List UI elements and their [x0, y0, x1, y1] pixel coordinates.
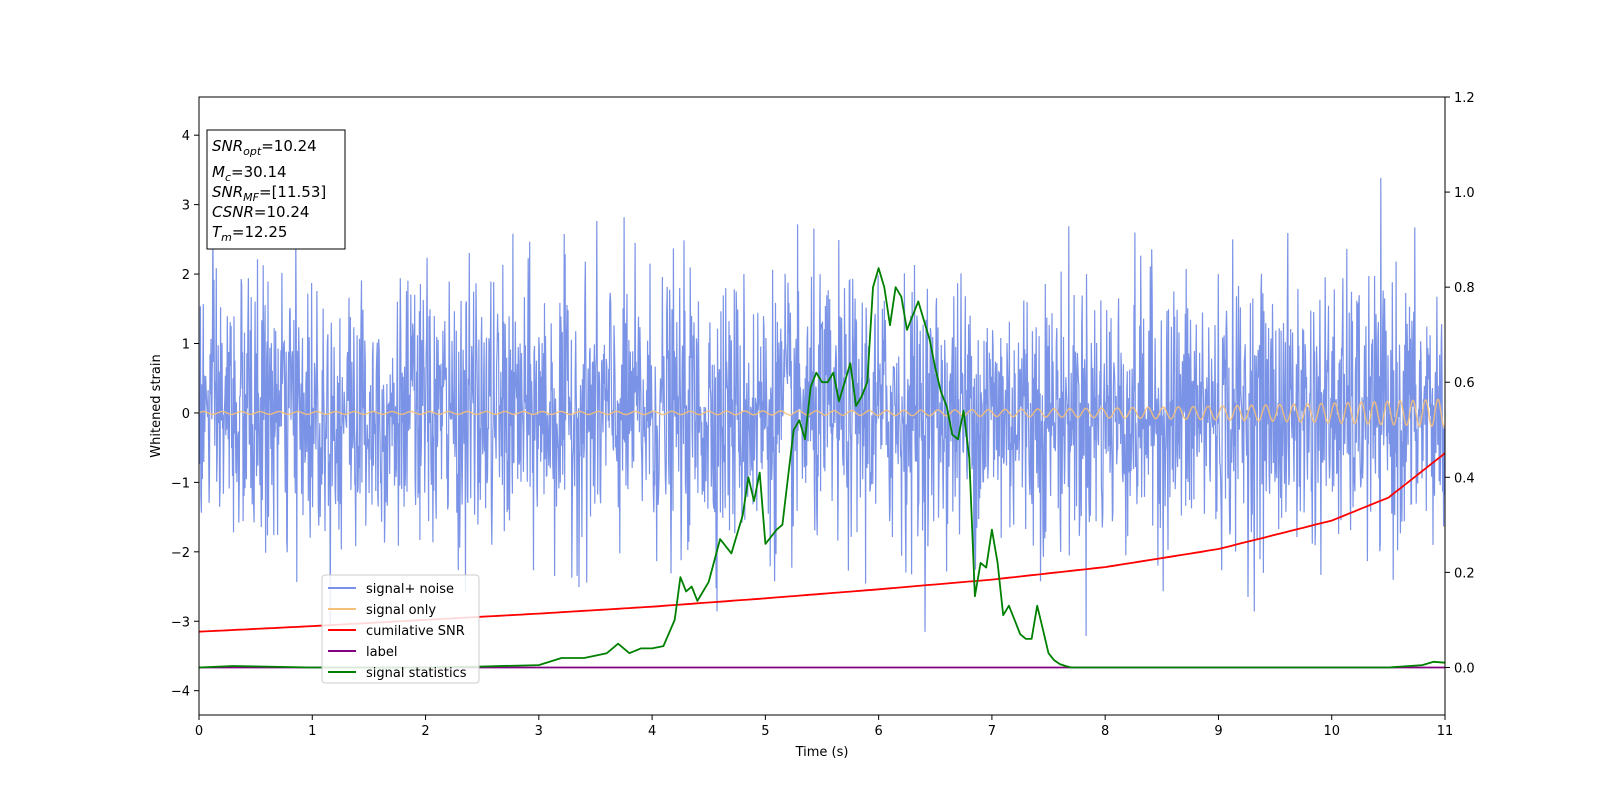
annotation-frame — [206, 129, 346, 250]
y-axis-label: Whitened strain — [149, 354, 164, 457]
y-left-tick-label: −2 — [171, 546, 190, 561]
annotation-value: =30.14 — [231, 163, 287, 181]
y-left-tick-label: −3 — [171, 615, 190, 630]
annotation-value: =10.24 — [254, 203, 310, 221]
x-tick-label: 11 — [1437, 724, 1454, 739]
x-tick-label: 4 — [648, 724, 656, 739]
annotation-line: SNRopt=10.24 — [212, 137, 317, 158]
y-left-tick-label: 2 — [182, 268, 190, 283]
annotation-symbol: CSNR — [212, 203, 254, 221]
series-signal-statistics — [199, 267, 1445, 669]
y-axis-left: −4 −3 −2 −1 0 1 2 3 4 — [171, 129, 199, 700]
legend-frame — [321, 574, 480, 684]
x-tick-label: 3 — [535, 724, 543, 739]
y-right-tick-label: 0.8 — [1454, 281, 1475, 296]
annotation-line: CSNR=10.24 — [212, 203, 309, 221]
y-right-tick-label: 0.2 — [1454, 566, 1475, 581]
series-signal-noise — [199, 177, 1445, 637]
x-tick-label: 7 — [988, 724, 996, 739]
annotation-box: SNRopt=10.24Mc=30.14SNRMF=[11.53]CSNR=10… — [206, 129, 346, 250]
annotation-subscript: c — [225, 171, 231, 184]
y-left-tick-label: −4 — [171, 685, 190, 700]
x-axis: 0 1 2 3 4 5 6 7 8 9 10 11 — [195, 715, 1453, 739]
annotation-symbol: SNR — [212, 137, 243, 155]
y-axis-right: 0.0 0.2 0.4 0.6 0.8 1.0 1.2 — [1445, 91, 1475, 676]
y-left-tick-label: 0 — [182, 407, 190, 422]
legend-label: cumilative SNR — [366, 624, 465, 639]
legend-label: label — [366, 645, 397, 660]
annotation-subscript: m — [221, 231, 232, 244]
y-left-tick-label: 1 — [182, 338, 190, 353]
annotation-subscript: MF — [243, 191, 259, 204]
plot-frame — [198, 96, 1446, 716]
annotation-value: =[11.53] — [259, 183, 326, 201]
annotation-line: Tm=12.25 — [212, 223, 287, 244]
annotation-value: =10.24 — [261, 137, 317, 155]
y-left-tick-label: −1 — [171, 476, 190, 491]
annotation-line: SNRMF=[11.53] — [212, 183, 326, 204]
x-tick-label: 5 — [761, 724, 769, 739]
y-right-tick-label: 1.0 — [1454, 186, 1475, 201]
annotation-subscript: opt — [243, 145, 262, 158]
legend: signal+ noise signal only cumilative SNR la… — [321, 574, 480, 684]
x-tick-label: 6 — [874, 724, 882, 739]
x-tick-label: 9 — [1214, 724, 1222, 739]
annotation-symbol: T — [212, 223, 223, 241]
series-signal-only — [199, 398, 1445, 428]
legend-label: signal only — [366, 603, 436, 618]
annotation-value: =12.25 — [232, 223, 288, 241]
x-tick-label: 0 — [195, 724, 203, 739]
y-right-tick-label: 0.0 — [1454, 661, 1475, 676]
x-tick-label: 8 — [1101, 724, 1109, 739]
y-right-tick-label: 0.4 — [1454, 471, 1475, 486]
x-tick-label: 2 — [421, 724, 429, 739]
x-tick-label: 10 — [1323, 724, 1340, 739]
legend-label: signal+ noise — [366, 582, 454, 597]
y-left-tick-label: 3 — [182, 199, 190, 214]
annotation-line: Mc=30.14 — [212, 163, 287, 184]
y-left-tick-label: 4 — [182, 129, 190, 144]
legend-label: signal statistics — [366, 666, 467, 681]
y-right-tick-label: 1.2 — [1454, 91, 1475, 106]
y-right-tick-label: 0.6 — [1454, 376, 1475, 391]
annotation-symbol: M — [212, 163, 225, 181]
x-tick-label: 1 — [308, 724, 316, 739]
x-axis-label: Time (s) — [795, 745, 849, 760]
annotation-symbol: SNR — [212, 183, 243, 201]
